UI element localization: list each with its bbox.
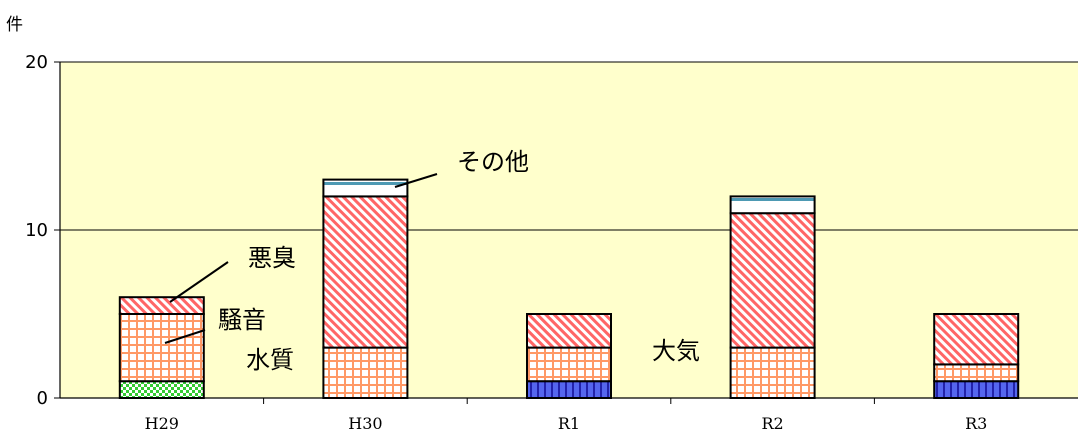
bar-segment <box>118 296 205 316</box>
y-tick-label: 10 <box>25 220 48 241</box>
y-axis-unit: 件 <box>6 15 23 35</box>
bar-segment <box>322 178 409 198</box>
bar-segment <box>118 313 205 383</box>
x-tick-label: H30 <box>348 414 382 433</box>
x-tick-label: H29 <box>145 414 179 433</box>
x-tick-label: R3 <box>965 414 987 433</box>
leader-line-akushu <box>169 261 229 303</box>
bar-segment <box>933 363 1020 383</box>
annotation-label-souon: 騒音 <box>218 306 266 334</box>
bar-segment <box>526 313 612 349</box>
labels-layer: 0 10 20 H29 H30 R1 R2 R3 <box>25 52 987 433</box>
bar-segment <box>729 195 816 215</box>
leader-line-souon <box>164 329 206 344</box>
annotations-layer: その他 悪臭 騒音 水質 大気 <box>164 148 700 374</box>
annotation-label-akushu: 悪臭 <box>248 244 296 272</box>
bar-segment <box>322 346 409 400</box>
bar-segment <box>933 380 1020 400</box>
annotation-label-suishitsu: 水質 <box>246 346 294 374</box>
annotation-label-sonota: その他 <box>457 148 529 176</box>
bar-segment <box>526 380 612 400</box>
bar-segment <box>526 346 612 383</box>
x-tick-label: R1 <box>558 414 580 433</box>
y-tick-label: 20 <box>25 52 48 73</box>
annotation-label-taiki: 大気 <box>652 337 700 365</box>
bar-segment <box>729 212 816 349</box>
bars-layer <box>118 178 1020 400</box>
x-tick-label: R2 <box>761 414 783 433</box>
grid-layer <box>60 61 1078 231</box>
y-tick-label: 0 <box>37 388 48 409</box>
bar-segment <box>933 313 1020 366</box>
bar-segment <box>729 346 816 400</box>
leader-line-sonota <box>394 173 438 188</box>
axes-layer <box>54 61 1078 404</box>
bar-segment <box>118 380 205 400</box>
bar-segment <box>322 195 409 349</box>
